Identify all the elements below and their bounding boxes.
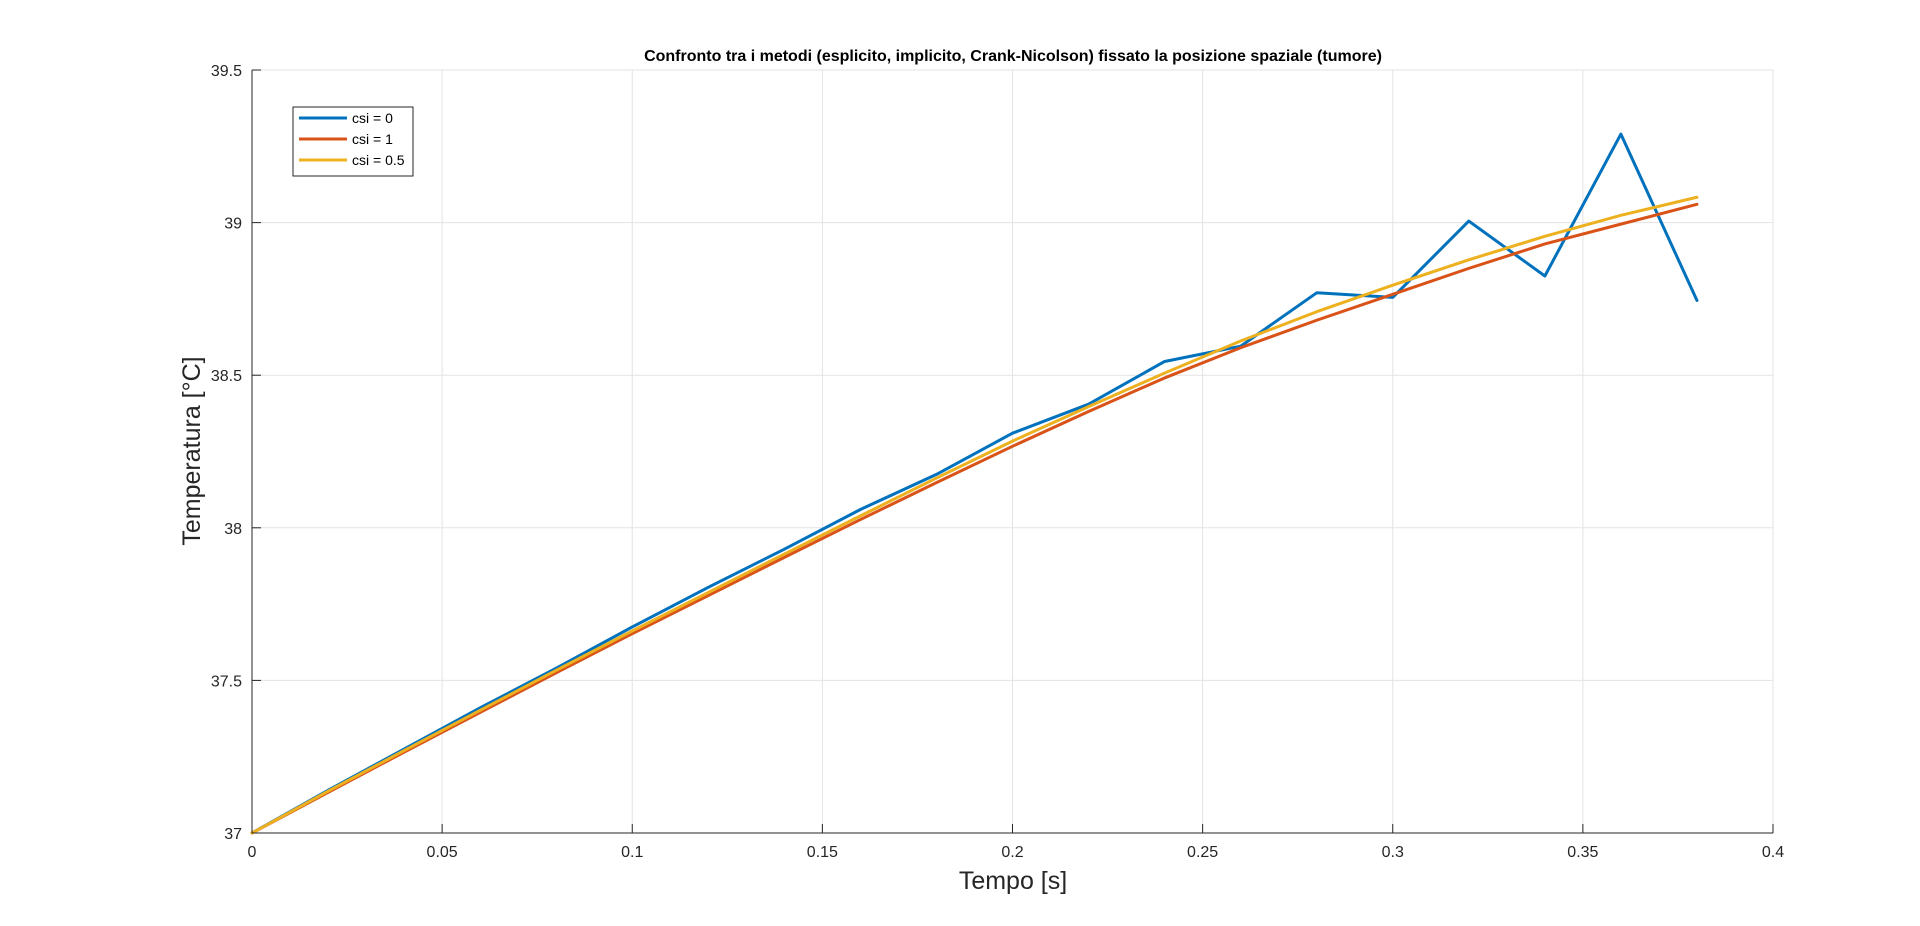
x-tick-label: 0.35 <box>1567 844 1598 861</box>
y-tick-label: 38 <box>224 521 242 538</box>
series-line-1 <box>250 202 1699 835</box>
y-tick-label: 39.5 <box>211 63 242 80</box>
ticks-layer: 0 0.05 0.1 0.15 0.2 0.25 0.3 0.35 0.4 37 37.5 38 38.… <box>211 63 1784 861</box>
x-tick-label: 0.3 <box>1382 844 1404 861</box>
series-layer <box>250 132 1699 835</box>
y-tick-label: 39 <box>224 216 242 233</box>
legend-entry-2: csi = 0.5 <box>352 152 405 168</box>
legend: csi = 0 csi = 1 csi = 0.5 <box>292 106 414 177</box>
x-tick-label: 0.4 <box>1762 844 1784 861</box>
y-axis-title: Temperatura [°C] <box>178 356 206 545</box>
series-line-2 <box>250 195 1699 835</box>
grid-layer <box>252 69 1774 833</box>
series-line-0 <box>250 132 1699 835</box>
y-tick-label: 37.5 <box>211 673 242 690</box>
y-tick-label: 38.5 <box>211 368 242 385</box>
y-tick-label: 37 <box>224 826 242 843</box>
x-tick-label: 0.1 <box>621 844 643 861</box>
legend-entry-1: csi = 1 <box>352 131 393 147</box>
legend-entry-0: csi = 0 <box>352 110 393 126</box>
chart-title: Confronto tra i metodi (esplicito, impli… <box>644 48 1382 65</box>
x-tick-label: 0 <box>248 844 257 861</box>
x-tick-label: 0.2 <box>1001 844 1023 861</box>
x-tick-label: 0.25 <box>1187 844 1218 861</box>
x-tick-label: 0.15 <box>807 844 838 861</box>
x-tick-label: 0.05 <box>427 844 458 861</box>
x-axis-title: Tempo [s] <box>959 867 1067 895</box>
